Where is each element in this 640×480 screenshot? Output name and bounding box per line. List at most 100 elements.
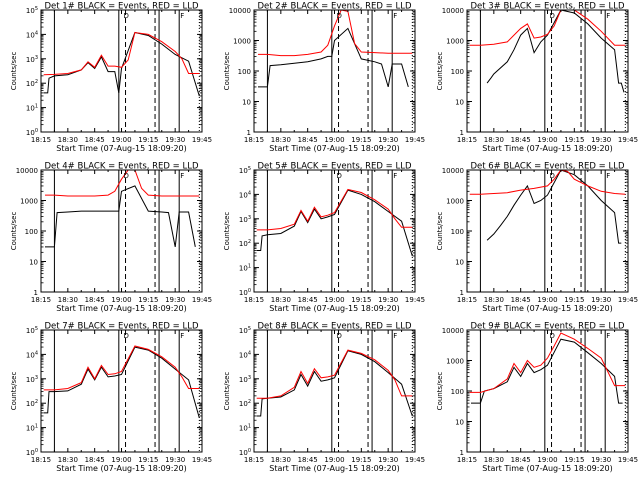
y-tick-label: 10	[242, 99, 251, 107]
lld-line	[43, 345, 200, 391]
x-tick-label: 18:45	[85, 296, 105, 304]
x-tick-label: 18:30	[58, 296, 78, 304]
marker-lines	[266, 170, 413, 292]
x-tick-label: 19:30	[378, 456, 398, 464]
lld-line	[258, 10, 413, 57]
detector-panel-7: Det 7# BLACK = Events, RED = LLD Counts/s…	[10, 322, 212, 474]
x-tick-label: 18:15	[457, 296, 477, 304]
y-tick-label: 104	[26, 30, 38, 39]
lld-line	[469, 10, 626, 46]
x-tick-label: 18:30	[271, 456, 291, 464]
x-tick-label: 19:45	[618, 456, 638, 464]
detector-panel-2: Det 2# BLACK = Events, RED = LLD Counts/s…	[223, 2, 425, 154]
x-tick-label: 18:45	[298, 296, 318, 304]
x-tick-label: 19:30	[378, 296, 398, 304]
series-group	[258, 10, 413, 88]
x-tick-label: 18:15	[457, 456, 477, 464]
x-tick-label: 19:45	[618, 296, 638, 304]
interval-marker-label: F	[606, 332, 610, 340]
x-tick-label: 18:30	[58, 136, 78, 144]
series-group	[256, 188, 413, 257]
y-tick-label: 1000	[20, 198, 38, 206]
detector-panel-6: Det 6# BLACK = Events, RED = LLD Counts/s…	[436, 162, 638, 314]
events-line	[256, 189, 413, 257]
x-tick-label: 19:00	[111, 456, 131, 464]
x-tick-label: 19:30	[591, 136, 611, 144]
x-tick-label: 19:45	[192, 456, 212, 464]
y-axis-label: Counts/sec	[10, 52, 18, 91]
y-tick-label: 105	[26, 6, 38, 15]
y-axis-label: Counts/sec	[436, 52, 444, 91]
y-tick-label: 1	[460, 449, 464, 457]
y-tick-label: 10000	[229, 7, 251, 15]
x-tick-label: 19:30	[591, 296, 611, 304]
interval-marker-label: D	[550, 172, 555, 180]
x-tick-label: 18:45	[511, 456, 531, 464]
detector-panel-3: Det 3# BLACK = Events, RED = LLD Counts/s…	[436, 2, 638, 154]
x-tick-label: 18:45	[511, 296, 531, 304]
marker-lines	[53, 330, 200, 452]
x-tick-label: 19:15	[351, 456, 371, 464]
interval-marker-label: D	[337, 12, 342, 20]
x-tick-label: 19:45	[192, 136, 212, 144]
lld-line	[256, 188, 413, 231]
y-tick-label: 10	[455, 419, 464, 427]
x-tick-label: 18:15	[31, 136, 51, 144]
detector-panel-8: Det 8# BLACK = Events, RED = LLD Counts/s…	[223, 322, 425, 474]
y-tick-label: 103	[26, 55, 38, 64]
events-line	[486, 10, 625, 93]
panel-title: Det 1# BLACK = Events, RED = LLD	[44, 2, 199, 12]
x-axis-label: Start Time (07-Aug-15 18:09:20)	[56, 304, 187, 313]
x-tick-label: 19:00	[111, 136, 131, 144]
y-tick-label: 101	[239, 264, 251, 273]
y-tick-label: 100	[451, 388, 464, 396]
y-tick-label: 10	[455, 259, 464, 267]
interval-marker-label: F	[180, 172, 184, 180]
x-tick-label: 18:15	[457, 136, 477, 144]
interval-marker-label: F	[393, 172, 397, 180]
y-axis-label: Counts/sec	[10, 212, 18, 251]
x-tick-label: 18:15	[244, 456, 264, 464]
events-line	[471, 338, 623, 404]
x-tick-label: 19:15	[138, 136, 158, 144]
x-tick-label: 18:45	[298, 456, 318, 464]
lld-line	[45, 170, 200, 197]
plot-frame	[40, 169, 203, 293]
interval-marker-label: F	[180, 12, 184, 20]
events-line	[45, 185, 196, 248]
y-tick-label: 1	[247, 129, 251, 137]
x-tick-label: 18:30	[484, 296, 504, 304]
y-tick-label: 10	[455, 99, 464, 107]
y-axis-label: Counts/sec	[436, 212, 444, 251]
x-tick-label: 18:30	[271, 136, 291, 144]
x-tick-label: 19:45	[405, 296, 425, 304]
y-tick-label: 100	[239, 448, 251, 457]
x-axis-label: Start Time (07-Aug-15 18:09:20)	[269, 464, 400, 473]
y-tick-label: 1000	[233, 38, 251, 46]
series-group	[43, 345, 200, 419]
x-tick-label: 19:45	[405, 456, 425, 464]
interval-marker-label: D	[550, 12, 555, 20]
x-axis-label: Start Time (07-Aug-15 18:09:20)	[482, 144, 613, 153]
lld-line	[256, 349, 413, 399]
x-tick-label: 18:45	[511, 136, 531, 144]
panel-title: Det 2# BLACK = Events, RED = LLD	[257, 2, 412, 12]
y-tick-label: 100	[451, 228, 464, 236]
x-tick-label: 18:45	[298, 136, 318, 144]
y-tick-label: 101	[26, 104, 38, 113]
events-line	[258, 27, 409, 88]
events-line	[486, 170, 622, 244]
detector-panel-1: Det 1# BLACK = Events, RED = LLD Counts/s…	[10, 2, 212, 154]
interval-marker-label: D	[550, 332, 555, 340]
interval-marker-label: F	[180, 332, 184, 340]
x-tick-label: 19:45	[618, 136, 638, 144]
y-tick-label: 102	[26, 79, 38, 88]
y-tick-label: 1	[460, 289, 464, 297]
x-tick-label: 19:15	[564, 136, 584, 144]
x-axis-label: Start Time (07-Aug-15 18:09:20)	[56, 144, 187, 153]
interval-marker-label: F	[606, 172, 610, 180]
events-line	[43, 31, 200, 97]
y-tick-label: 10	[29, 259, 38, 267]
x-tick-label: 18:30	[484, 456, 504, 464]
y-tick-label: 102	[26, 399, 38, 408]
